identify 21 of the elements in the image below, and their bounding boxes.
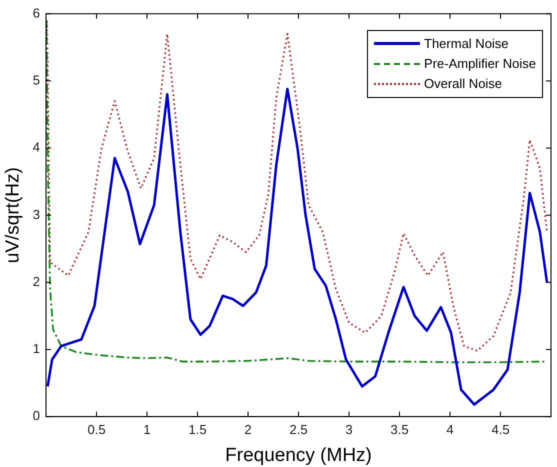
- y-tick-label: 0: [32, 408, 40, 424]
- x-tick-label: 4.5: [491, 422, 510, 437]
- x-tick-label: 2.5: [289, 422, 308, 437]
- legend-label: Thermal Noise: [424, 34, 509, 53]
- x-tick-label: 2: [244, 422, 252, 437]
- legend-label: Overall Noise: [424, 74, 502, 93]
- x-tick-label: 1: [143, 422, 151, 437]
- y-tick-label: 5: [32, 72, 40, 88]
- x-tick-label: 0.5: [87, 422, 106, 437]
- x-tick-label: 4: [446, 422, 454, 437]
- y-tick-label: 6: [32, 5, 40, 20]
- x-tick-label: 1.5: [188, 422, 207, 437]
- y-axis-title: uV/sqrt(Hz): [2, 167, 24, 264]
- y-tick-label: 1: [32, 341, 40, 356]
- x-tick-label: 3.5: [390, 422, 409, 437]
- x-axis-title: Frequency (MHz): [225, 444, 372, 466]
- y-tick-label: 3: [32, 206, 40, 222]
- y-tick-label: 4: [32, 140, 40, 155]
- y-tick-label: 2: [32, 274, 40, 289]
- legend-label: Pre-Amplifier Noise: [424, 54, 536, 73]
- x-tick-label: 3: [345, 422, 353, 437]
